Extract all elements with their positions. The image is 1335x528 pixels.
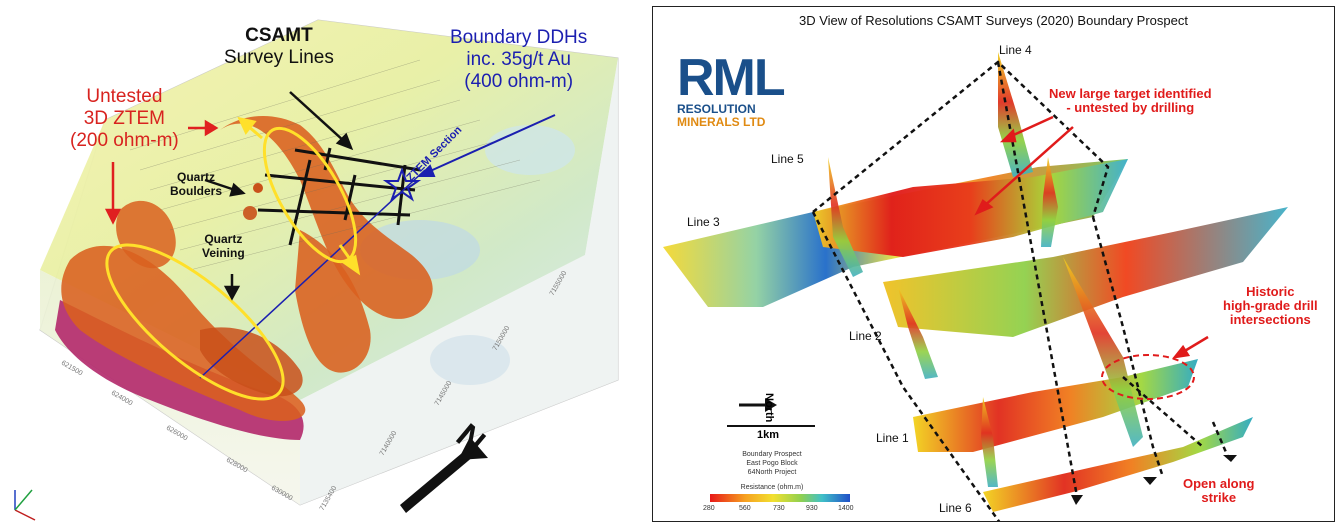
rml-logo: RML RESOLUTION MINERALS LTD — [677, 52, 786, 129]
line2-section — [883, 207, 1288, 337]
open-text-1: Open along — [1183, 476, 1255, 491]
new-target-text-1: New large target identified — [1049, 86, 1212, 101]
ztem-3d-model-panel: CSAMT Survey Lines Untested 3D ZTEM (200… — [0, 0, 640, 528]
line4-label: Line 4 — [999, 43, 1032, 57]
project-info: Boundary Prospect East Pogo Block 64Nort… — [727, 450, 817, 477]
historic-intersections-ellipse — [1101, 354, 1195, 400]
ohm-200-text: (200 ohm-m) — [70, 130, 179, 151]
target-ellipse-lower — [105, 243, 285, 401]
csamt-sections-graphic — [663, 52, 1288, 521]
historic-text-2: high-grade drill — [1223, 298, 1318, 313]
new-target-callout: New large target identified - untested b… — [1049, 87, 1212, 115]
ohm-400-text: (400 ohm-m) — [464, 71, 574, 92]
scale-tick-5: 1400 — [838, 505, 854, 512]
line2-label: Line 2 — [849, 329, 882, 343]
scale-text: 1km — [757, 429, 780, 441]
line4-section — [998, 52, 1033, 177]
open-text-2: strike — [1201, 490, 1237, 505]
ztem-text: 3D ZTEM — [83, 108, 166, 129]
csamt-label: CSAMT Survey Lines — [224, 25, 334, 69]
north-text: North — [763, 393, 775, 423]
historic-text-1: Historic — [1246, 284, 1295, 299]
line1-label: Line 1 — [876, 431, 909, 445]
untested-text: Untested — [86, 86, 163, 107]
line6-label: Line 6 — [939, 501, 972, 515]
line3-label: Line 3 — [687, 215, 720, 229]
project-text-2: East Pogo Block — [746, 460, 798, 467]
ztem-model-graphic — [14, 19, 619, 521]
project-text-1: Boundary Prospect — [742, 451, 802, 458]
rml-letters: RML — [677, 49, 786, 107]
quartz-boulders-text-1: Quartz — [177, 170, 216, 184]
north-arrow — [727, 398, 815, 427]
project-text-3: 64North Project — [747, 469, 797, 476]
panel-title: 3D View of Resolutions CSAMT Surveys (20… — [799, 13, 1188, 28]
logo-line2: MINERALS LTD — [677, 115, 766, 129]
historic-callout: Historic high-grade drill intersections — [1223, 285, 1318, 327]
line5-top-section — [813, 159, 1128, 257]
boundary-ddh-star — [382, 167, 422, 202]
quartz-veining-text-2: Veining — [202, 246, 245, 260]
quartz-boulders-text-2: Boulders — [170, 184, 223, 198]
scale-tick-1: 280 — [703, 505, 715, 512]
scale-tick-4: 930 — [806, 505, 818, 512]
quartz-veining-label: Quartz Veining — [202, 232, 245, 260]
logo-line1: RESOLUTION — [677, 102, 756, 116]
resistance-title: Resistance (ohm.m) — [740, 484, 804, 491]
boundary-ddh-label: Boundary DDHs inc. 35g/t Au (400 ohm-m) — [450, 27, 587, 93]
csamt-3d-view-panel: 3D View of Resolutions CSAMT Surveys (20… — [652, 6, 1335, 522]
csamt-text: CSAMT — [245, 25, 313, 46]
quartz-boulders-label: Quartz Boulders — [170, 170, 222, 198]
new-target-text-2: - untested by drilling — [1066, 100, 1195, 115]
line6-section — [983, 417, 1253, 512]
resistance-color-bar — [710, 494, 850, 502]
line5-label: Line 5 — [771, 152, 804, 166]
scale-tick-3: 730 — [773, 505, 785, 512]
scale-tick-2: 560 — [739, 505, 751, 512]
boundary-ddhs-text: Boundary DDHs — [450, 27, 588, 48]
open-strike-callout: Open along strike — [1183, 477, 1255, 505]
quartz-veining-text-1: Quartz — [204, 232, 243, 246]
untested-ztem-label: Untested 3D ZTEM (200 ohm-m) — [70, 86, 179, 152]
ztem-section-line — [199, 169, 426, 379]
survey-lines-text: Survey Lines — [224, 47, 334, 68]
gold-grade-text: inc. 35g/t Au — [466, 49, 571, 70]
historic-text-3: intersections — [1229, 312, 1311, 327]
